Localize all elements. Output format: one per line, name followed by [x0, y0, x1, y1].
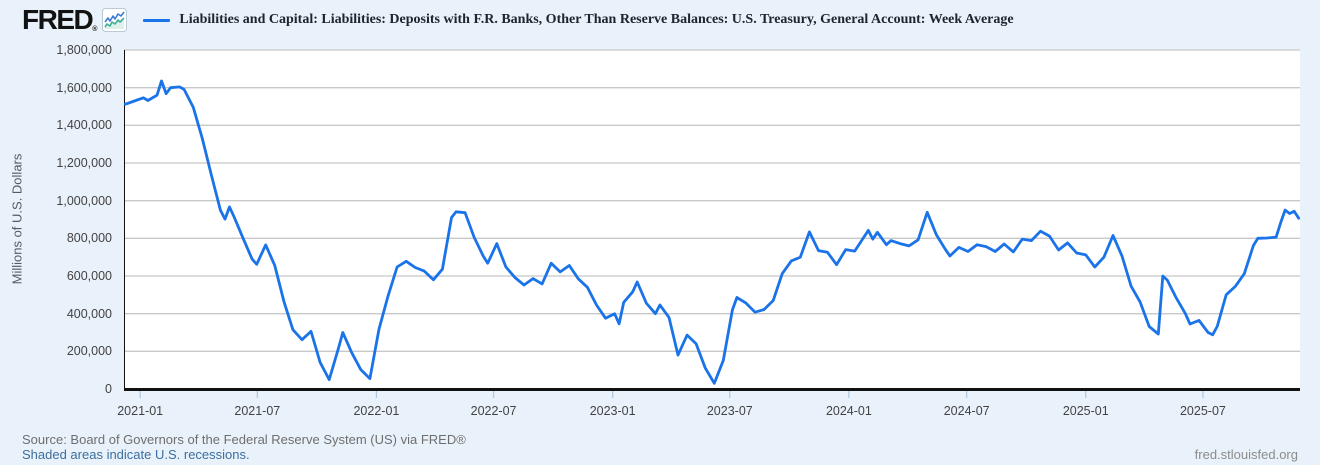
y-tick-label: 200,000 — [66, 344, 112, 359]
y-tick-label: 1,200,000 — [56, 156, 112, 170]
legend-line-swatch — [143, 18, 171, 22]
y-tick-label: 600,000 — [66, 269, 112, 283]
x-tick-label: 2023-07 — [706, 404, 753, 418]
y-tick-label: 1,000,000 — [56, 193, 112, 208]
x-tick-label: 2021-01 — [117, 404, 164, 418]
x-tick-label: 2024-01 — [825, 404, 872, 418]
x-tick-label: 2022-01 — [353, 404, 400, 418]
x-axis-line — [124, 388, 1300, 391]
x-tick-label: 2025-07 — [1179, 404, 1226, 418]
x-tick-label: 2022-07 — [470, 404, 517, 418]
x-tick-label: 2024-07 — [943, 404, 990, 418]
fred-watermark: fred.stlouisfed.org — [1194, 447, 1298, 462]
source-note: Source: Board of Governors of the Federa… — [22, 432, 466, 447]
x-tick-label: 2021-07 — [234, 404, 281, 418]
chart-header: FRED® Liabilities and Capital: Liabiliti… — [0, 0, 1320, 40]
fred-logo: FRED® — [22, 4, 98, 35]
recessions-link[interactable]: Shaded areas indicate U.S. recessions. — [22, 447, 250, 462]
data-line-treasury-general-account — [123, 79, 1301, 385]
y-axis-title: Millions of U.S. Dollars — [9, 153, 25, 285]
x-tick-label: 2023-01 — [589, 404, 636, 418]
fred-sparkline-icon — [102, 8, 128, 32]
y-tick-label: 800,000 — [66, 231, 112, 246]
y-tick-label: 0 — [105, 382, 112, 396]
x-tick-label: 2025-01 — [1062, 404, 1109, 418]
y-tick-label: 1,600,000 — [56, 80, 112, 95]
registered-mark: ® — [92, 26, 98, 33]
y-tick-label: 1,800,000 — [56, 43, 112, 57]
series-title: Liabilities and Capital: Liabilities: De… — [179, 12, 1014, 27]
y-tick-label: 1,400,000 — [56, 118, 112, 133]
y-tick-label: 400,000 — [66, 306, 112, 321]
plot-background — [124, 50, 1300, 389]
